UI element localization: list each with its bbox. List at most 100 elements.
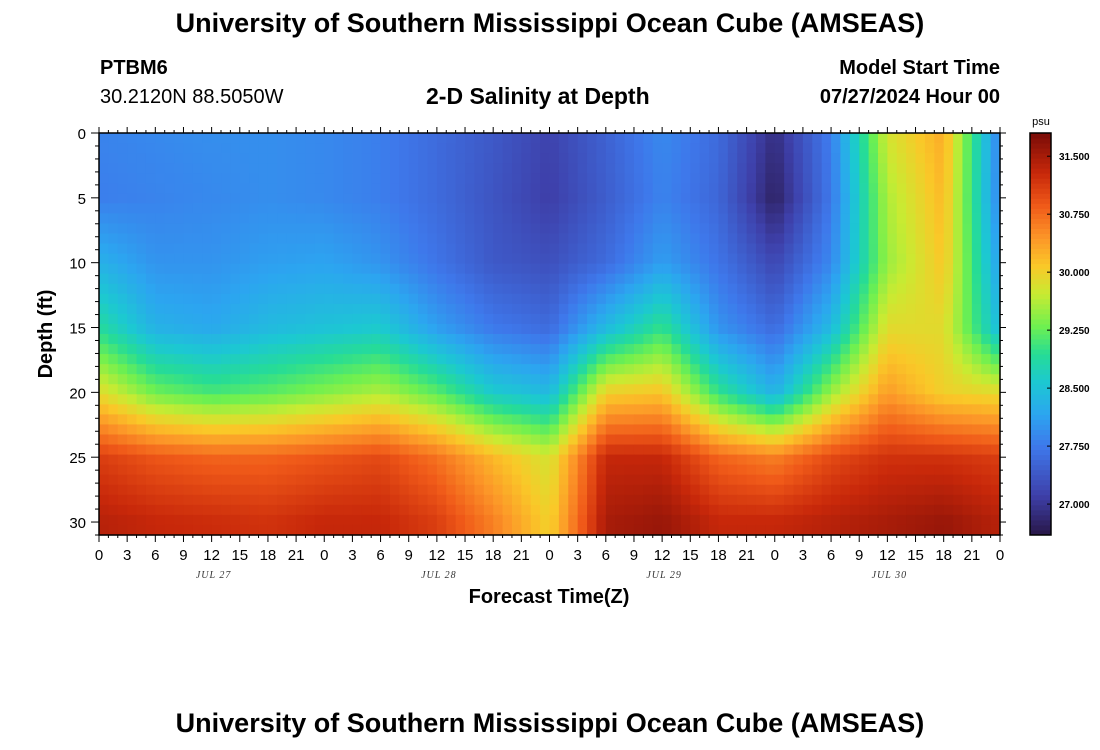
heatmap-cell: [558, 183, 569, 194]
heatmap-cell: [540, 384, 551, 395]
heatmap-cell: [211, 243, 222, 255]
heatmap-cell: [192, 454, 203, 466]
heatmap-cell: [840, 173, 851, 184]
heatmap-cell: [427, 414, 438, 426]
heatmap-cell: [624, 494, 635, 506]
heatmap-cell: [343, 414, 354, 426]
heatmap-cell: [399, 504, 410, 516]
heatmap-cell: [230, 173, 241, 184]
heatmap-cell: [802, 344, 813, 355]
heatmap-cell: [361, 313, 372, 325]
heatmap-cell: [286, 494, 297, 506]
heatmap-cell: [192, 374, 203, 385]
heatmap-cell: [906, 143, 917, 154]
heatmap-cell: [230, 233, 241, 245]
heatmap-cell: [896, 334, 907, 345]
heatmap-cell: [662, 283, 673, 295]
heatmap-cell: [981, 424, 992, 436]
heatmap-cell: [258, 504, 269, 516]
heatmap-cell: [127, 253, 138, 265]
heatmap-cell: [934, 323, 945, 335]
heatmap-cell: [465, 514, 476, 526]
heatmap-cell: [164, 474, 175, 486]
heatmap-cell: [784, 223, 795, 235]
heatmap-cell: [408, 313, 419, 325]
heatmap-cell: [981, 273, 992, 285]
heatmap-cell: [136, 434, 147, 446]
heatmap-cell: [136, 223, 147, 235]
heatmap-cell: [511, 354, 522, 365]
heatmap-cell: [221, 153, 231, 164]
heatmap-cell: [596, 384, 607, 395]
heatmap-cell: [399, 273, 410, 285]
heatmap-cell: [774, 243, 785, 255]
heatmap-cell: [455, 374, 466, 385]
heatmap-cell: [249, 183, 260, 194]
heatmap-cell: [934, 133, 945, 144]
heatmap-cell: [690, 293, 701, 305]
x-tick-label: 21: [738, 547, 755, 564]
heatmap-cell: [737, 374, 748, 385]
heatmap-cell: [755, 464, 766, 476]
heatmap-cell: [643, 494, 654, 506]
heatmap-cell: [267, 153, 278, 164]
heatmap-cell: [239, 424, 250, 436]
heatmap-cell: [474, 504, 485, 516]
heatmap-cell: [840, 334, 851, 345]
heatmap-cell: [174, 424, 185, 436]
heatmap-cell: [258, 303, 269, 315]
heatmap-cell: [258, 474, 269, 486]
heatmap-cell: [802, 354, 813, 365]
heatmap-cell: [662, 344, 673, 355]
heatmap-cell: [971, 233, 982, 245]
heatmap-cell: [727, 354, 738, 365]
heatmap-cell: [127, 183, 138, 194]
heatmap-cell: [511, 213, 522, 225]
heatmap-cell: [831, 404, 842, 415]
heatmap-cell: [361, 484, 372, 496]
heatmap-cell: [202, 273, 213, 285]
heatmap-cell: [277, 344, 288, 355]
heatmap-cell: [127, 273, 138, 285]
heatmap-cell: [333, 454, 344, 466]
heatmap-cell: [962, 454, 973, 466]
heatmap-cell: [427, 424, 438, 436]
heatmap-cell: [258, 524, 269, 536]
heatmap-cell: [812, 143, 823, 154]
heatmap-cell: [230, 183, 241, 194]
heatmap-cell: [389, 464, 400, 476]
colorbar-segment: [1030, 168, 1051, 174]
heatmap-cell: [971, 354, 982, 365]
heatmap-cell: [812, 253, 823, 265]
colorbar-segment: [1030, 288, 1051, 295]
heatmap-cell: [577, 434, 588, 446]
heatmap-cell: [427, 474, 438, 486]
heatmap-cell: [174, 334, 185, 345]
heatmap-cell: [587, 203, 598, 214]
heatmap-cell: [577, 253, 588, 265]
heatmap-cell: [549, 364, 560, 375]
heatmap-cell: [605, 394, 616, 405]
heatmap-cell: [849, 233, 860, 245]
heatmap-cell: [924, 293, 935, 305]
heatmap-cell: [127, 303, 138, 315]
heatmap-cell: [183, 163, 194, 174]
heatmap-cell: [718, 213, 729, 225]
heatmap-cell: [718, 344, 729, 355]
heatmap-cell: [652, 263, 663, 275]
heatmap-cell: [953, 143, 964, 154]
heatmap-cell: [990, 293, 1001, 305]
heatmap-cell: [840, 364, 851, 375]
heatmap-cell: [99, 213, 109, 225]
heatmap-cell: [596, 404, 607, 415]
heatmap-cell: [389, 213, 400, 225]
heatmap-cell: [962, 374, 973, 385]
heatmap-cell: [633, 143, 644, 154]
heatmap-cell: [849, 223, 860, 235]
heatmap-cell: [887, 243, 898, 255]
heatmap-cell: [962, 514, 973, 526]
heatmap-cell: [174, 313, 185, 325]
heatmap-cell: [568, 153, 579, 164]
heatmap-cell: [596, 514, 607, 526]
heatmap-cell: [765, 374, 776, 385]
